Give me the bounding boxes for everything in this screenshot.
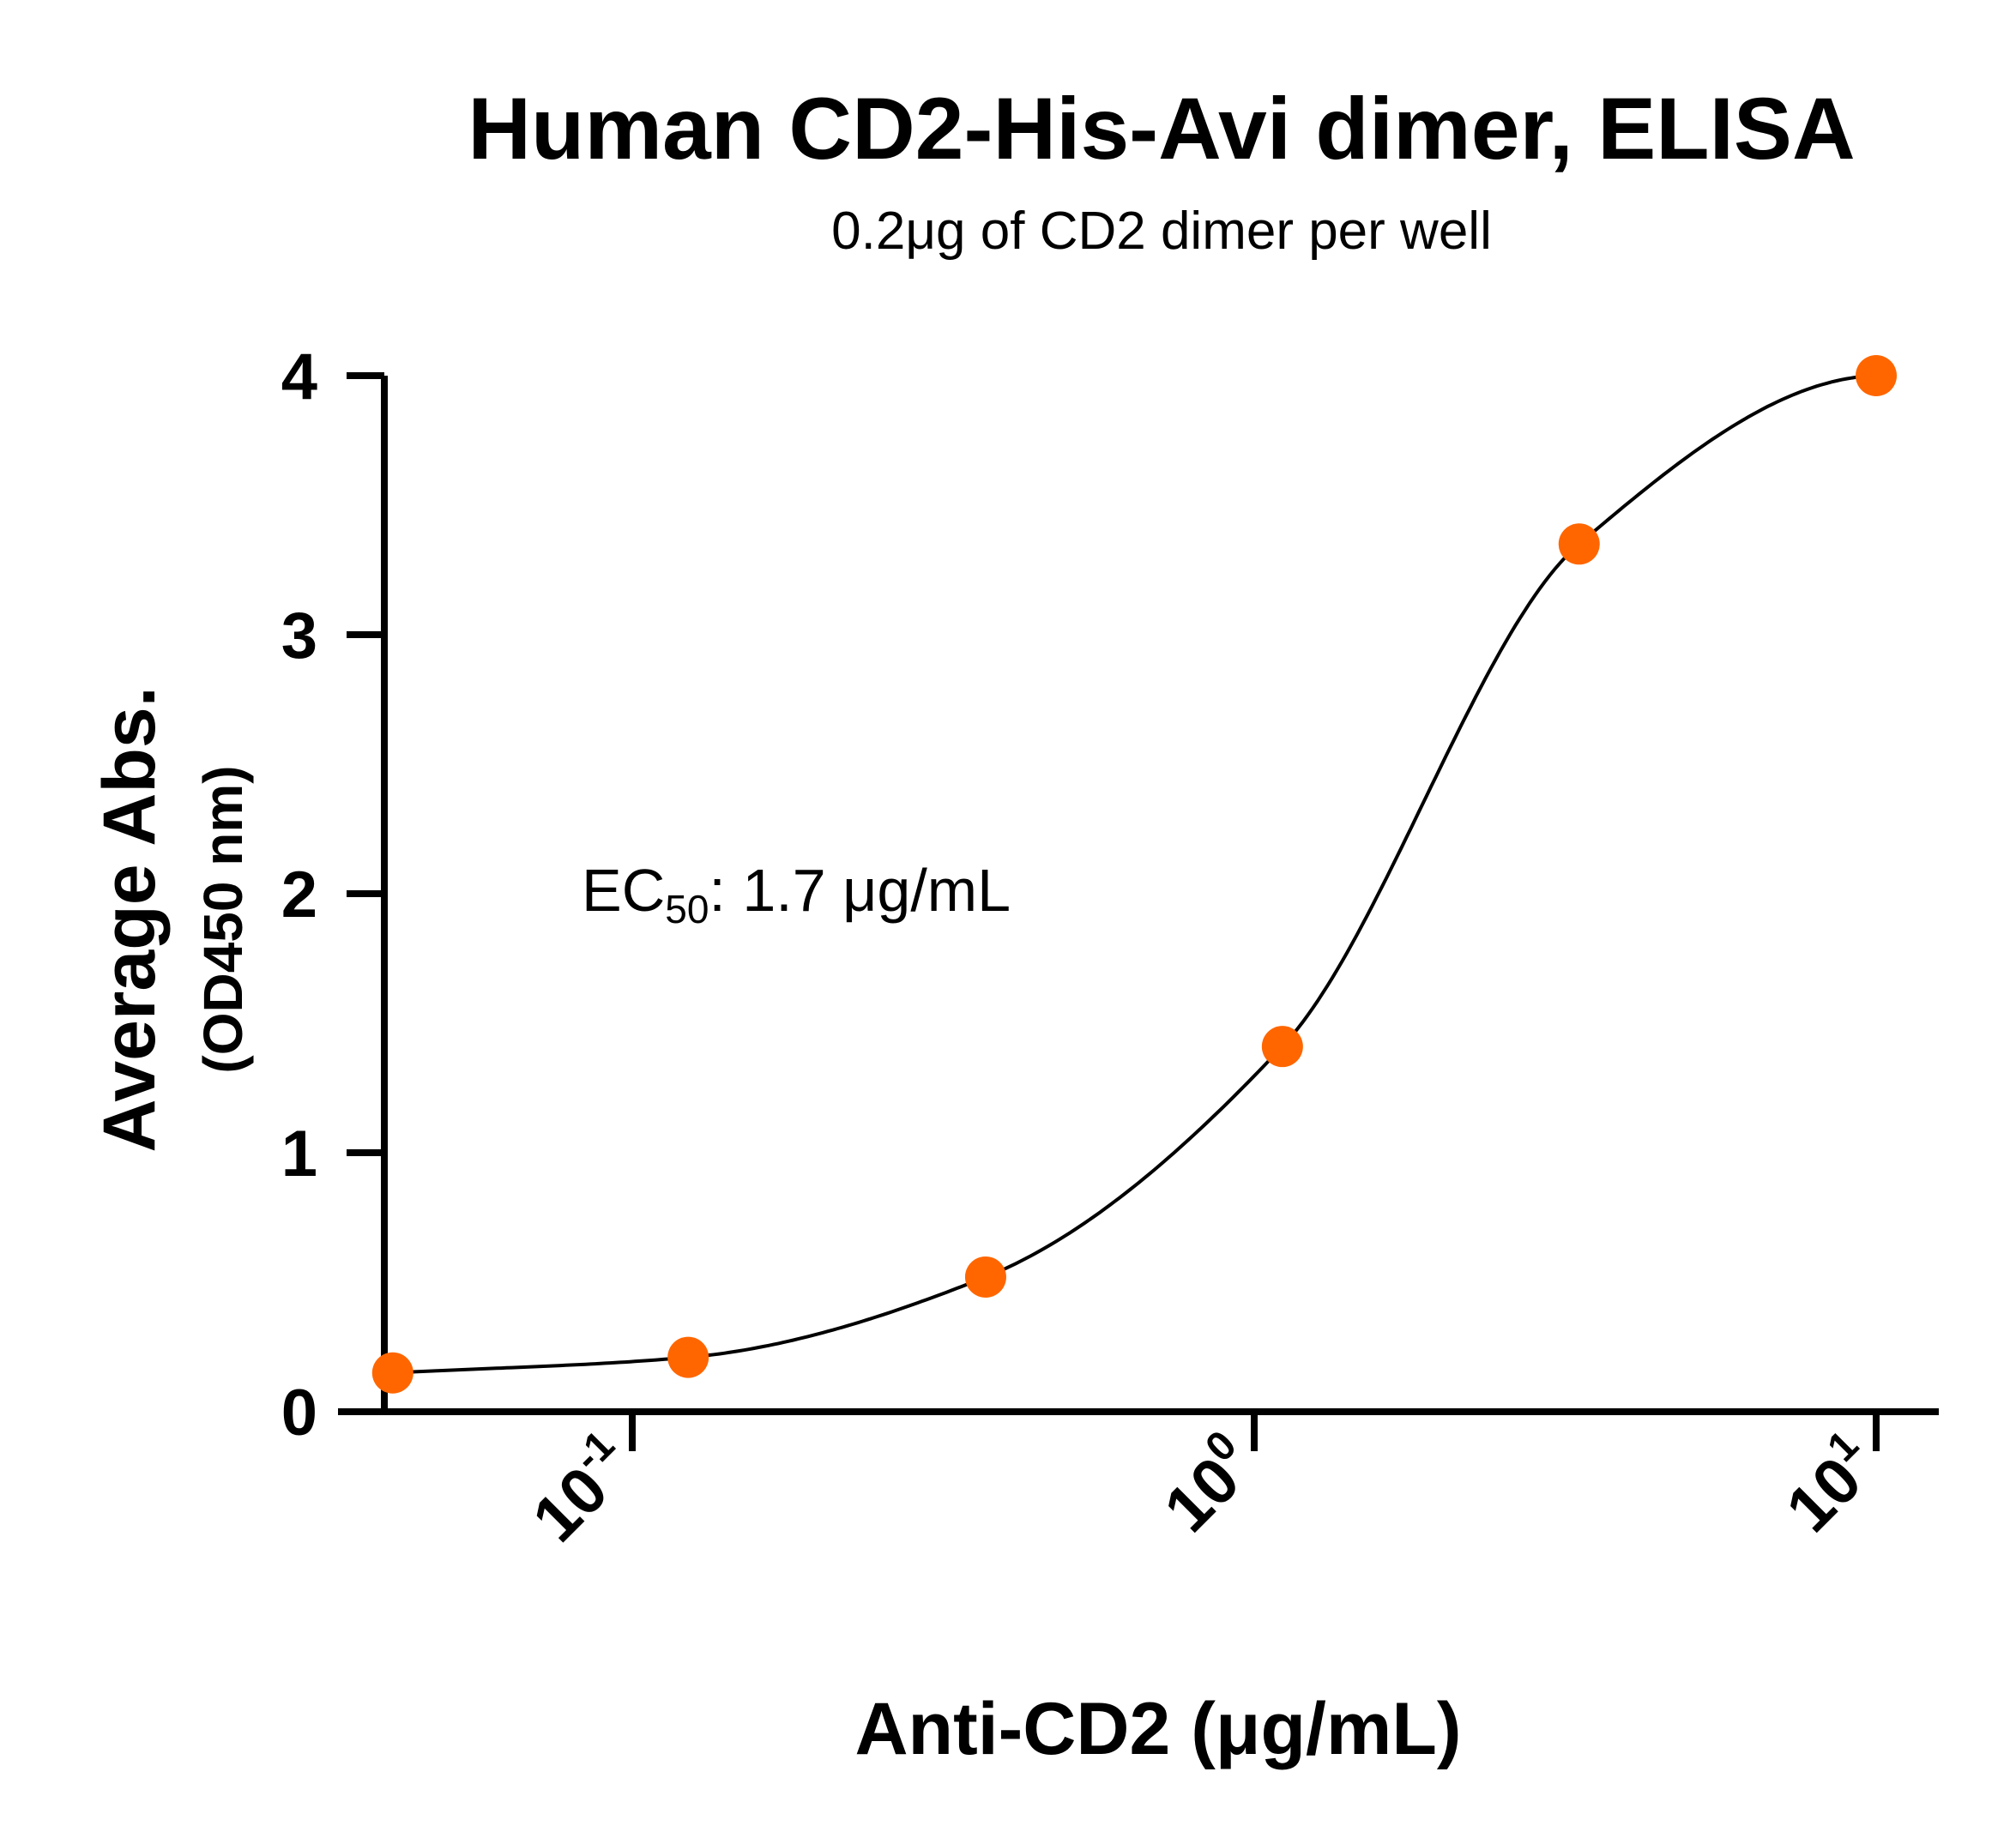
data-point [1558, 523, 1600, 565]
fit-curve-layer [392, 374, 1877, 1375]
data-point [667, 1336, 709, 1378]
y-tick-label: 3 [281, 600, 317, 672]
data-point [964, 1256, 1006, 1298]
fit-curve [392, 374, 1877, 1375]
ec50-subscript: 50 [665, 887, 709, 931]
data-point [1856, 355, 1897, 396]
data-point [1261, 1026, 1303, 1068]
x-ticks: 10-1 100 101 [514, 1412, 1880, 1556]
data-point [371, 1352, 413, 1394]
chart-title: Human CD2-His-Avi dimer, ELISA [468, 80, 1855, 178]
x-axis-label: Anti-CD2 (μg/mL) [854, 1688, 1461, 1770]
y-axis-sublabel: (OD450 nm) [192, 765, 254, 1073]
data-points-layer [371, 355, 1897, 1394]
y-axis-label: Average Abs. [88, 686, 171, 1152]
y-ticks: 0 1 2 3 4 [281, 340, 384, 1449]
x-tick-label: 10-1 [514, 1422, 648, 1556]
y-tick-label: 0 [281, 1377, 317, 1449]
y-tick-label: 1 [281, 1118, 317, 1190]
y-tick-label: 4 [281, 340, 317, 413]
ec50-annotation: EC50: 1.7 μg/mL [582, 857, 1011, 931]
chart-subtitle: 0.2μg of CD2 dimer per well [831, 202, 1492, 261]
ec50-suffix: : 1.7 μg/mL [709, 857, 1011, 924]
y-tick-label: 2 [281, 859, 317, 931]
ec50-prefix: EC [582, 857, 665, 924]
